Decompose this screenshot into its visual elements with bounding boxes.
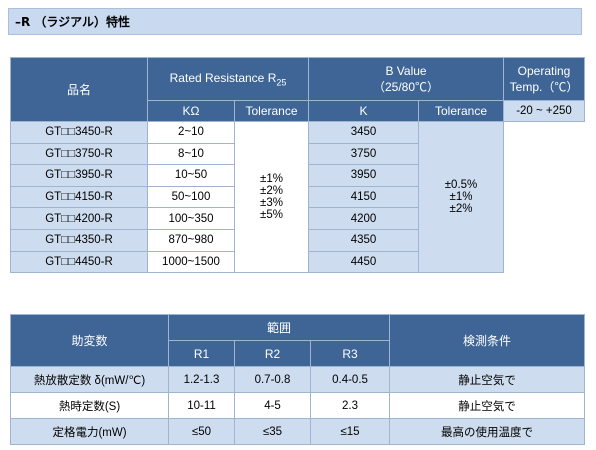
tolerance-text: ±5% [260,209,283,222]
param-cell: 熱放散定数 δ(mW/℃) [10,366,169,393]
value-cell: 静止空気で [389,366,586,393]
b-value-cell: 3750 [308,142,420,166]
resistance-cell: 50~100 [147,185,235,209]
tolerance-text: ±3% [260,197,283,210]
table-row: GT□□3750-R 8~10 3750 [10,142,585,166]
tolerance-text: ±1% [260,173,283,186]
table-row: GT□□4150-R 50~100 4150 [10,185,585,209]
b-value-cell: 4200 [308,207,420,230]
table-row: 定格電力(mW) ≤50 ≤35 ≤15 最高の使用温度で [10,418,586,445]
resistance-cell: 10~50 [147,164,235,187]
resistance-cell: 870~980 [147,228,235,252]
header-cell: R1 [168,340,235,367]
model-cell: GT□□4150-R [10,185,148,209]
value-cell: 10-11 [168,392,235,419]
value-cell: ≤35 [234,418,311,445]
header-cell: Tolerance [233,100,310,122]
value-cell: 4-5 [234,392,311,419]
model-cell: GT□□4450-R [10,250,148,274]
model-cell: GT□□3950-R [10,164,148,187]
table-row: GT□□4200-R 100~350 4200 [10,207,585,230]
b-value-cell: 3450 [308,121,420,144]
value-cell: 0.7-0.8 [234,366,311,393]
resistance-cell: 2~10 [147,121,235,144]
param-cell: 熱時定数(S) [10,392,169,419]
spec-table: 品名 Rated Resistance R25 B Value （25/80℃） … [10,57,586,274]
header-sub: 25 [276,77,287,88]
tolerance-text: ±2% [449,203,473,216]
b-value-cell: 3950 [308,164,420,187]
tolerance-cell: ±0.5% ±1% ±2% [418,120,505,274]
header-cell: 品名 [10,57,148,122]
header-text: （25/80℃） [373,79,440,94]
header-text: B Value [385,63,427,78]
resistance-cell: 1000~1500 [147,250,235,274]
header-cell: K [308,100,420,122]
value-cell: 最高の使用温度で [389,418,586,445]
header-cell: 検測条件 [389,314,586,367]
header-cell: Operating Temp.（℃） [503,57,586,101]
b-value-cell: 4150 [308,185,420,209]
value-cell: 静止空気で [389,392,586,419]
param-table: 助変数 範囲 検測条件 R1 R2 R3 熱放散定数 δ(mW/℃) 1.2-1.… [10,314,586,445]
resistance-cell: 100~350 [147,207,235,230]
model-cell: GT□□4200-R [10,207,148,230]
b-value-cell: 4350 [308,228,420,252]
header-cell: Tolerance [418,100,505,122]
table-row: 熱時定数(S) 10-11 4-5 2.3 静止空気で [10,392,586,419]
model-cell: GT□□3750-R [10,142,148,166]
tolerance-text: ±2% [260,185,283,198]
header-cell: 助変数 [10,314,169,367]
value-cell: ≤50 [168,418,235,445]
value-cell: 0.4-0.5 [309,366,391,393]
table-row: GT□□3450-R 2~10 ±1% ±2% ±3% ±5% 3450 ±0.5% ±1% ±2… [10,120,585,274]
tolerance-text: ±0.5% [444,179,478,192]
param-cell: 定格電力(mW) [10,418,169,445]
header-cell: KΩ [147,100,235,122]
tolerance-text: ±1% [449,191,473,204]
header-cell: R3 [309,340,391,367]
section-title: –R （ラジアル）特性 [8,8,582,35]
table-row: GT□□3950-R 10~50 3950 [10,164,585,187]
tolerance-cell: ±1% ±2% ±3% ±5% [233,120,310,274]
model-cell: GT□□3450-R [10,121,148,144]
b-value-cell: 4450 [308,250,420,274]
table-row: GT□□4350-R 870~980 4350 [10,228,585,252]
model-cell: GT□□4350-R [10,228,148,252]
table-row: GT□□4450-R 1000~1500 4450 [10,250,585,274]
header-cell: 範囲 [167,314,391,341]
value-cell: ≤15 [309,418,391,445]
resistance-cell: 8~10 [147,142,235,166]
value-cell: 1.2-1.3 [168,366,235,393]
header-cell: Rated Resistance R25 [146,57,310,101]
value-cell: 2.3 [309,392,391,419]
header-text: Rated Resistance R [169,70,277,85]
header-cell: R2 [234,340,311,367]
temp-cell: -20 ~ +250 [503,100,586,122]
header-cell: B Value （25/80℃） [308,57,505,101]
table-row: 熱放散定数 δ(mW/℃) 1.2-1.3 0.7-0.8 0.4-0.5 静止空気で [10,366,586,393]
